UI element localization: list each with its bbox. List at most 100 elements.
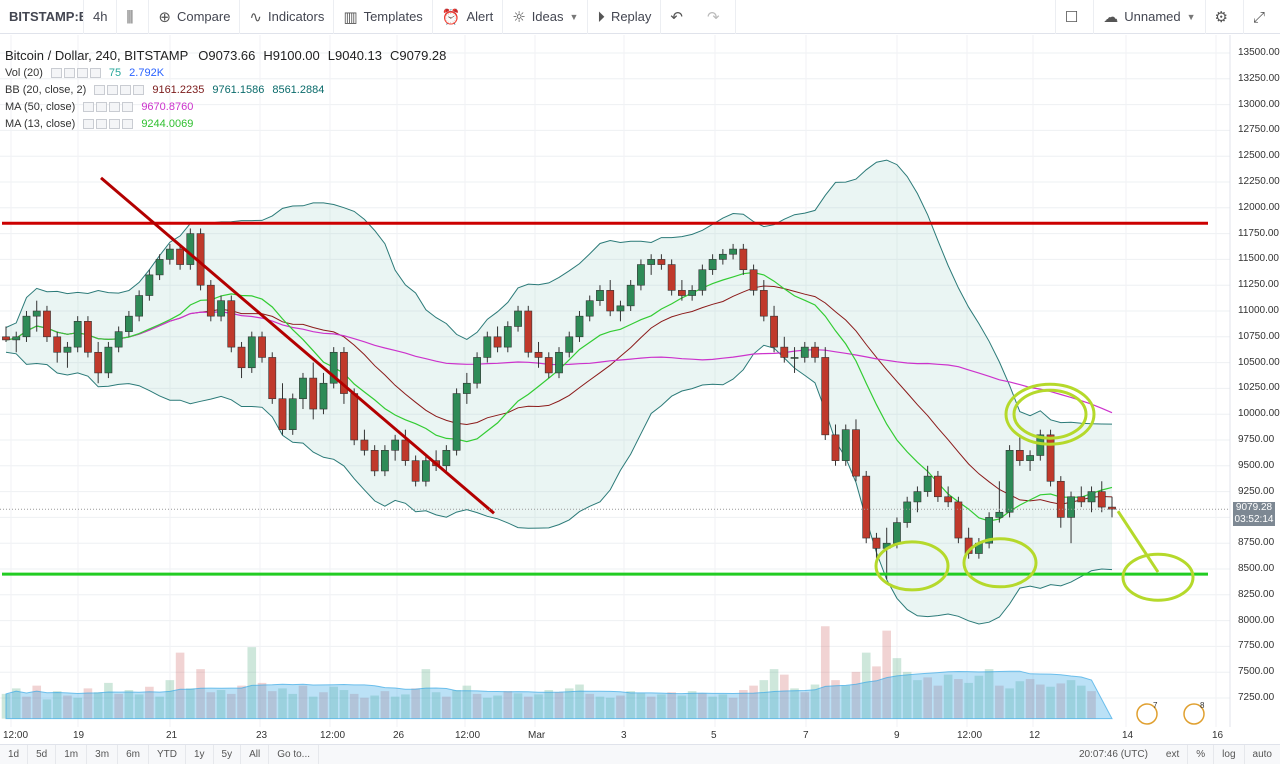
auto-toggle[interactable]: auto: [1252, 748, 1272, 760]
candle-body: [125, 315, 133, 332]
candle-body: [12, 336, 21, 341]
volume-bar: [42, 699, 52, 719]
series-title[interactable]: Bitcoin / Dollar, 240, BITSTAMP: [5, 47, 189, 63]
interval-button[interactable]: 4h: [84, 0, 118, 34]
chart-legend: Bitcoin / Dollar, 240, BITSTAMP O9073.66…: [5, 46, 454, 132]
candle-body: [94, 351, 103, 374]
candle-body: [462, 382, 471, 394]
candle-body: [401, 439, 410, 461]
range-1y[interactable]: 1y: [186, 744, 214, 764]
alert-button[interactable]: ⏰ Alert: [433, 0, 504, 34]
expand-button[interactable]: ⤢: [1242, 0, 1280, 34]
volume-bar: [564, 688, 574, 719]
alarm-clock-icon: ⏰: [441, 7, 461, 26]
candle-body: [841, 429, 850, 461]
indicators-icon: ∿: [249, 7, 262, 26]
volume-bar: [534, 694, 543, 719]
volume-bar: [626, 691, 635, 719]
goto-date-button[interactable]: Go to...: [269, 744, 320, 764]
indicator-legend-ma13[interactable]: MA (13, close) 9244.0069: [5, 115, 454, 132]
chart-type-button[interactable]: ⫼: [117, 0, 150, 34]
range-5d[interactable]: 5d: [28, 744, 57, 764]
indicator-controls[interactable]: [94, 84, 146, 95]
templates-icon: ▥: [343, 7, 358, 26]
log-toggle[interactable]: log: [1214, 744, 1245, 764]
candle-body: [790, 357, 799, 359]
volume-bar: [861, 652, 871, 719]
fullscreen-toggle-button[interactable]: ☐: [1054, 0, 1093, 34]
price-tick-label: 11750.00: [1238, 227, 1279, 239]
volume-bar: [442, 696, 451, 719]
time-tick-label: 3: [621, 730, 627, 741]
candle-body: [247, 336, 256, 369]
candle-body: [319, 382, 328, 410]
ideas-button[interactable]: ☼ Ideas ▼: [503, 0, 589, 34]
volume-bar: [52, 691, 62, 719]
candle-body: [647, 259, 656, 265]
volume-bar: [380, 691, 390, 719]
range-all[interactable]: All: [241, 744, 270, 764]
bollinger-lower-line: [5, 344, 1113, 625]
range-5y[interactable]: 5y: [214, 744, 242, 764]
settings-button[interactable]: ⚙: [1204, 0, 1243, 34]
utc-clock[interactable]: 20:07:46 (UTC): [1079, 749, 1148, 760]
candle-body: [452, 393, 461, 451]
price-tick-label: 7250.00: [1238, 692, 1275, 703]
indicator-legend-ma50[interactable]: MA (50, close) 9670.8760: [5, 98, 454, 115]
replay-button[interactable]: ⏵ Replay: [588, 0, 662, 34]
time-axis[interactable]: 12:00 19 21 23 12:00 26 12:00 Mar 3 5 7 9 12:00 12 14 1…: [0, 727, 1230, 744]
time-tick-label: 12: [1029, 730, 1041, 741]
volume-bar: [728, 697, 738, 719]
highlight-ellipse: [1012, 388, 1088, 440]
candle-body: [258, 336, 266, 358]
volume-bar: [462, 685, 472, 719]
range-1m[interactable]: 1m: [56, 744, 88, 764]
indicator-legend-vol[interactable]: Vol (20) 75 2.792K: [5, 64, 454, 81]
candle-body: [585, 300, 594, 317]
candle-body: [360, 439, 369, 451]
volume-bar: [636, 693, 646, 719]
candle-body: [524, 310, 533, 353]
symbol-search[interactable]: BITSTAMP:B: [0, 0, 84, 34]
indicator-controls[interactable]: [50, 67, 103, 78]
candle-body: [145, 274, 154, 296]
candle-body: [155, 259, 164, 276]
layout-menu[interactable]: ☁ Unnamed ▼: [1093, 0, 1204, 34]
range-ytd[interactable]: YTD: [149, 744, 186, 764]
volume-bar: [964, 682, 973, 719]
redo-button[interactable]: ↷: [698, 0, 736, 34]
volume-bar: [145, 686, 154, 719]
volume-bar: [1056, 683, 1066, 719]
price-tick-label: 9750.00: [1238, 434, 1275, 445]
candle-body: [923, 475, 932, 492]
volume-bar: [923, 677, 932, 719]
templates-button[interactable]: ▥ Templates: [334, 0, 433, 34]
indicator-legend-bb[interactable]: BB (20, close, 2) 9161.2235 9761.1586 85…: [5, 81, 454, 98]
volume-bar: [493, 695, 502, 719]
indicators-button[interactable]: ∿ Indicators: [240, 0, 335, 34]
percent-toggle[interactable]: %: [1188, 744, 1215, 764]
time-tick-label: 23: [256, 730, 268, 741]
volume-bar: [93, 692, 103, 719]
volume-bar: [1076, 685, 1086, 719]
price-tick-label: 13000.00: [1238, 98, 1280, 110]
volume-bar: [1036, 684, 1045, 719]
range-6m[interactable]: 6m: [118, 744, 149, 764]
close-value: C9079.28: [390, 47, 447, 63]
volume-bar: [523, 696, 533, 719]
range-3m[interactable]: 3m: [87, 744, 119, 764]
volume-bar: [216, 690, 226, 719]
downtrend-line: [100, 176, 495, 515]
ext-toggle[interactable]: ext: [1158, 744, 1189, 764]
indicator-controls[interactable]: [83, 118, 135, 129]
volume-bar: [298, 685, 308, 719]
range-1d[interactable]: 1d: [0, 744, 29, 764]
candle-body: [934, 475, 942, 498]
indicator-controls[interactable]: [83, 101, 135, 112]
compare-button[interactable]: ⊕ Compare: [149, 0, 241, 34]
undo-button[interactable]: ↶: [661, 0, 698, 34]
volume-bar: [360, 697, 369, 719]
volume-bar: [339, 690, 349, 719]
